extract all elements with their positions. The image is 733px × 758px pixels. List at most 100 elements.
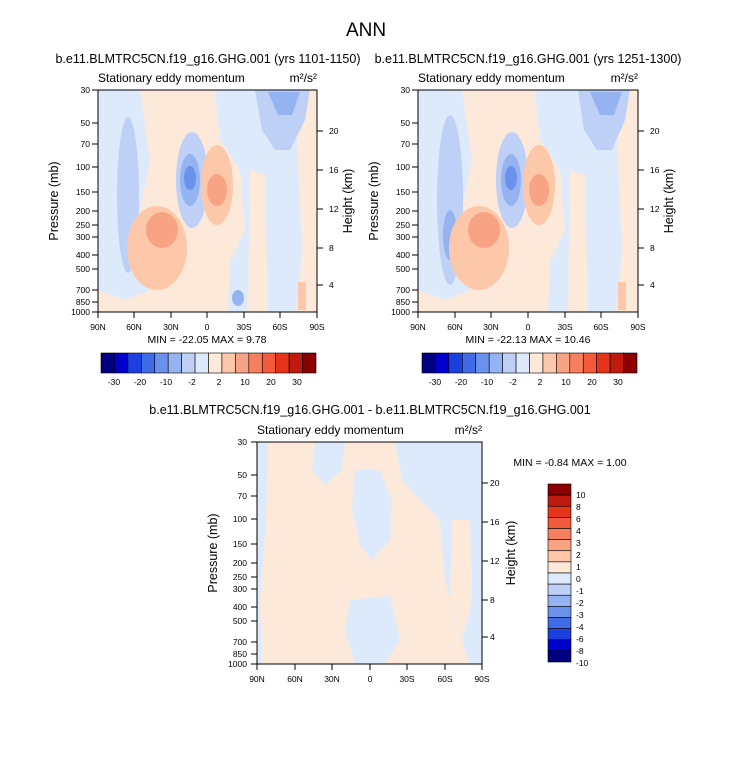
panel-a-ytick-150: 150 [76,187,90,197]
panel-b-colorbar-swatch [475,352,490,374]
panel-b-title: b.e11.BLMTRC5CN.f19_g16.GHG.001 (yrs 125… [375,52,682,66]
panel-a-tick-marks [92,89,323,318]
panel-c-ytick-250: 250 [233,572,247,582]
panel-a-htick-12: 12 [329,204,339,214]
panel-a-ytick-50: 50 [81,118,91,128]
panel-a-colorbar [100,352,317,374]
panel-c-tick-marks [251,441,488,670]
panel-c-htick-12: 12 [490,556,500,566]
panel-a-cbar-label: -2 [188,377,196,387]
panel-c-cbar-label: -6 [576,634,584,644]
panel-c-xtick-90N: 90N [249,674,265,684]
panel-c-cbar-label: 3 [576,538,581,548]
panel-b-ytick-700: 700 [396,285,410,295]
panel-c-colorbar-swatch [547,606,572,618]
panel-b-cbar-label: 2 [538,377,543,387]
panel-b-colorbar-swatch [623,352,638,374]
panel-c-xtick-60N: 60N [287,674,303,684]
panel-b-colorbar-swatch [556,352,571,374]
panel-b-ytick-500: 500 [396,264,410,274]
panel-b-left-string: Stationary eddy momentum [418,71,565,85]
panel-b-colorbar-swatch [448,352,463,374]
panel-c-ylabel: Pressure (mb) [206,513,220,592]
panel-a-ytick-100: 100 [76,162,90,172]
panel-c-colorbar-swatch [547,650,572,663]
panel-c-cbar-label: -4 [576,622,584,632]
panel-c-negative-low [345,596,400,664]
panel-c-y-ticks: 30 50 70 100 150 200 250 300 400 500 700… [228,437,247,669]
panel-a-units: m²/s² [290,71,317,85]
panel-b-x-ticks: 90N 60N 30N 0 30S 60S 90S [410,322,646,332]
panel-c-htick-20: 20 [490,478,500,488]
panel-b-cbar-label: -30 [429,377,442,387]
panel-c-ytick-300: 300 [233,584,247,594]
panel-c-colorbar-swatch [547,517,572,529]
panel-c-cbar-label: -3 [576,610,584,620]
panel-a-surface-positive [298,282,306,310]
panel-b-htick-4: 4 [650,280,655,290]
panel-a-ytick-300: 300 [76,232,90,242]
panel-c-ytick-850: 850 [233,649,247,659]
panel-c-units: m²/s² [455,423,482,437]
panel-c-negative-upper [312,442,345,485]
panel-b-colorbar-swatch [609,352,624,374]
panel-c-cbar-label: 1 [576,562,581,572]
panel-b-ytick-70: 70 [401,139,411,149]
panel-c-ytick-1000: 1000 [228,659,247,669]
panel-a-colorbar-swatch [100,352,115,374]
panel-c-colorbar-swatch [547,572,572,585]
panel-c-positive-sh-strip [450,520,472,640]
panel-b-colorbar-labels: -30 -20 -10 -2 2 10 20 30 [429,377,623,387]
panel-a-x-ticks: 90N 60N 30N 0 30S 60S 90S [90,322,325,332]
panel-b-minmax: MIN = -22.13 MAX = 10.46 [466,334,591,346]
panel-c-ytick-50: 50 [238,470,248,480]
panel-b-colorbar-swatch [488,352,503,374]
panel-a-positive-region [98,90,245,312]
panel-c-negative-mid [352,470,392,560]
panel-a-xtick-30N: 30N [163,322,179,332]
panel-b-colorbar-swatch [421,352,436,374]
panel-a-colorbar-swatch [275,352,290,374]
panel-b-cbar-label: -10 [481,377,494,387]
panel-b-ytick-30: 30 [401,85,411,95]
panel-b-cbar-label: 20 [587,377,597,387]
panel-a-cbar-label: -10 [160,377,173,387]
panel-a-colorbar-swatch [194,352,209,374]
panel-a-ytick-30: 30 [81,85,91,95]
panel-a-colorbar-swatch [181,352,196,374]
panel-c-negative-nh-edge [257,442,268,664]
panel-a-minmax: MIN = -22.05 MAX = 9.78 [147,334,266,346]
panel-c: b.e11.BLMTRC5CN.f19_g16.GHG.001 - b.e11.… [149,403,626,684]
panel-c-cbar-label: 6 [576,514,581,524]
panel-b-colorbar-swatch [542,352,557,374]
panel-b: b.e11.BLMTRC5CN.f19_g16.GHG.001 (yrs 125… [367,52,681,387]
panel-b-colorbar-swatch [582,352,597,374]
panel-a-xtick-90S: 90S [309,322,324,332]
panel-c-right-ticks: 4 8 12 16 20 [490,478,500,642]
panel-c-cbar-label: -8 [576,646,584,656]
panel-a-surface-negative [232,290,244,306]
panel-c-xtick-90S: 90S [474,674,489,684]
panel-a-xtick-0: 0 [205,322,210,332]
panel-c-htick-8: 8 [490,595,495,605]
panel-a-colorbar-swatch [302,352,317,374]
panel-c-cbar-label: 4 [576,526,581,536]
panel-c-colorbar-swatch [547,594,572,607]
panel-a-colorbar-swatch [248,352,263,374]
panel-b-colorbar-swatch [515,352,530,374]
panel-b-positive-region [418,90,565,312]
panel-b-positive-jet [529,174,549,206]
panel-a-xtick-90N: 90N [90,322,106,332]
panel-b-htick-16: 16 [650,165,660,175]
panel-a-negative-polar [255,90,310,150]
panel-b-ytick-400: 400 [396,250,410,260]
panel-c-cbar-label: -2 [576,598,584,608]
panel-c-colorbar-swatch [547,561,572,574]
panel-b-xtick-60N: 60N [447,322,463,332]
panel-c-cbar-label: -1 [576,586,584,596]
panel-c-xtick-30S: 30S [399,674,414,684]
panel-c-htick-16: 16 [490,517,500,527]
panel-a-ytick-70: 70 [81,139,91,149]
panel-b-xtick-60S: 60S [593,322,608,332]
panel-c-ytick-400: 400 [233,602,247,612]
